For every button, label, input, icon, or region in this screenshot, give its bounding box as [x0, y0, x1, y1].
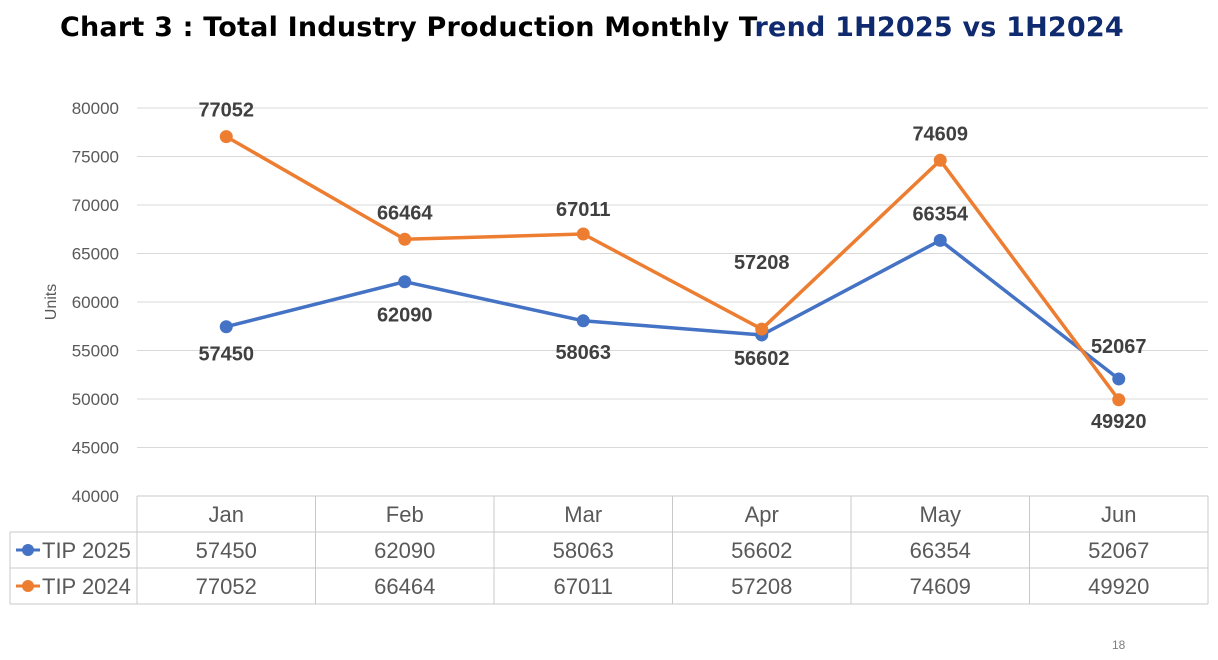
legend-key-marker — [22, 544, 34, 556]
data-label: 58063 — [555, 342, 611, 364]
table-cell: 57208 — [731, 574, 792, 599]
data-point — [398, 275, 412, 289]
y-tick-label: 40000 — [72, 487, 119, 506]
data-label: 57208 — [734, 252, 790, 274]
legend-label: TIP 2025 — [42, 538, 131, 563]
table-cell: 62090 — [374, 538, 435, 563]
data-label: 57450 — [198, 344, 254, 366]
table-cell: 57450 — [196, 538, 257, 563]
data-label: 66464 — [377, 202, 433, 224]
data-point — [219, 130, 233, 144]
data-label: 62090 — [377, 305, 433, 327]
data-label: 74609 — [912, 123, 968, 145]
x-tick-label: Mar — [564, 502, 602, 527]
data-label: 67011 — [556, 199, 611, 221]
y-tick-label: 80000 — [72, 99, 119, 118]
chart-title-part2: rend 1H2025 vs 1H2024 — [754, 12, 1124, 43]
table-cell: 67011 — [553, 574, 613, 599]
table-cell: 58063 — [553, 538, 614, 563]
data-point — [1112, 393, 1126, 407]
series-line — [225, 135, 1121, 401]
table-cell: 66464 — [374, 574, 435, 599]
table-cell: 77052 — [196, 574, 257, 599]
data-point — [576, 314, 590, 328]
data-label: 56602 — [734, 348, 790, 370]
x-tick-label: May — [919, 502, 961, 527]
data-label: 49920 — [1091, 411, 1147, 433]
y-tick-label: 65000 — [72, 245, 119, 264]
y-tick-label: 70000 — [72, 196, 119, 215]
y-tick-label: 50000 — [72, 390, 119, 409]
legend-key-marker — [22, 580, 34, 592]
chart-title: Chart 3 : Total Industry Production Mont… — [60, 12, 1124, 43]
table-cell: 74609 — [910, 574, 971, 599]
data-label: 52067 — [1091, 336, 1147, 358]
data-point — [576, 227, 590, 241]
chart-title-part1: Chart 3 : Total Industry Production Mont… — [60, 12, 755, 43]
legend-label: TIP 2024 — [42, 574, 131, 599]
table-cell: 56602 — [731, 538, 792, 563]
data-point — [398, 232, 412, 246]
x-tick-label: Feb — [386, 502, 424, 527]
y-tick-label: 55000 — [72, 342, 119, 361]
data-point — [933, 153, 947, 167]
x-tick-label: Jan — [209, 502, 244, 527]
data-point — [1112, 372, 1126, 386]
table-cell: 66354 — [910, 538, 971, 563]
y-tick-label: 75000 — [72, 148, 119, 167]
page-number: 18 — [1112, 638, 1126, 652]
y-axis-label: Units — [43, 284, 60, 320]
y-tick-label: 60000 — [72, 293, 119, 312]
data-point — [933, 233, 947, 247]
x-tick-label: Apr — [745, 502, 779, 527]
table-cell: 49920 — [1088, 574, 1149, 599]
data-point — [219, 320, 233, 334]
y-tick-label: 45000 — [72, 439, 119, 458]
data-label: 66354 — [912, 203, 968, 225]
data-label: 77052 — [198, 100, 254, 122]
data-point — [755, 322, 769, 336]
x-tick-label: Jun — [1101, 502, 1136, 527]
series-line — [225, 238, 1120, 381]
table-cell: 52067 — [1088, 538, 1149, 563]
